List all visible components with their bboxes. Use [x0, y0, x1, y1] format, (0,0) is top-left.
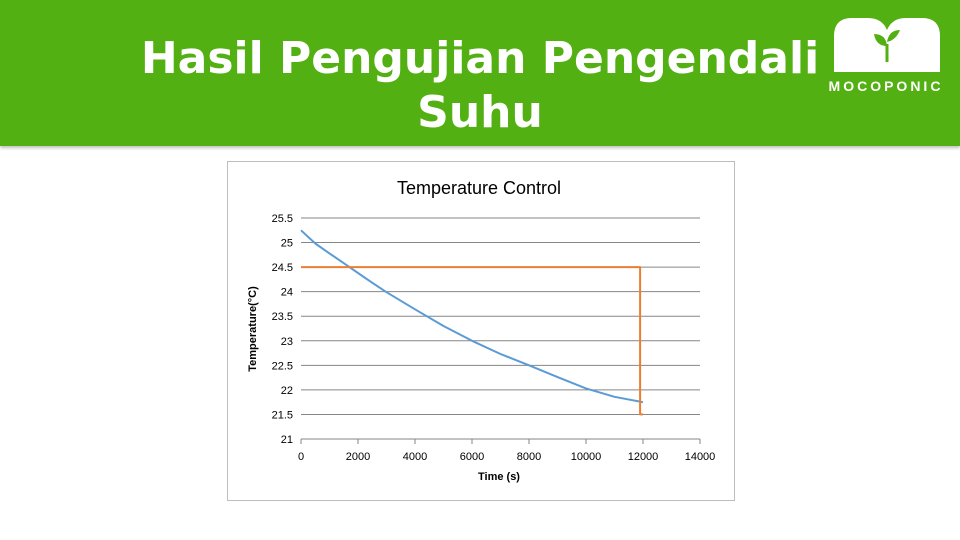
temperature-series-line: [300, 229, 644, 404]
brand-name: MOCOPONIC: [828, 78, 944, 94]
y-tick-label: 22.5: [272, 360, 293, 372]
y-tick-label: 21: [281, 434, 293, 446]
x-tick-label: 2000: [346, 451, 370, 463]
y-tick-label: 25: [281, 238, 293, 250]
sprout-logo-icon: [834, 18, 940, 72]
x-tick-label: 12000: [628, 451, 659, 463]
x-tick-label: 8000: [517, 451, 541, 463]
control-series-line: [301, 266, 643, 416]
chart-title: Temperature Control: [397, 178, 561, 198]
y-tick-label: 24: [281, 287, 293, 299]
y-tick-label: 22: [281, 385, 293, 397]
x-tick-label: 4000: [403, 451, 427, 463]
x-tick-label: 0: [298, 451, 304, 463]
y-axis-label: Temperature(°C): [247, 286, 259, 372]
y-tick-label: 24.5: [272, 262, 293, 274]
slide-title-line2: Suhu: [417, 87, 543, 138]
mocoponic-logo: MOCOPONIC: [818, 18, 954, 104]
chart-area: Temperature Control 21 21.5 22 22.5 23 23.5 24…: [227, 161, 735, 501]
y-tick-label: 23.5: [272, 311, 293, 323]
x-tick-label: 6000: [460, 451, 484, 463]
y-tick-label: 25.5: [272, 213, 293, 225]
temperature-chart: Temperature Control 21 21.5 22 22.5 23 23.5 24…: [247, 178, 716, 483]
slide-title-line1: Hasil Pengujian Pengendali: [140, 33, 820, 84]
slide-title: Hasil Pengujian Pengendali Suhu: [140, 32, 820, 140]
header-bar: Hasil Pengujian Pengendali Suhu MOCOPONI…: [0, 0, 960, 146]
x-axis-label: Time (s): [478, 471, 520, 483]
y-tick-label: 21.5: [272, 409, 293, 421]
x-tick-label: 14000: [685, 451, 716, 463]
y-tick-label: 23: [281, 336, 293, 348]
x-tick-label: 10000: [571, 451, 602, 463]
